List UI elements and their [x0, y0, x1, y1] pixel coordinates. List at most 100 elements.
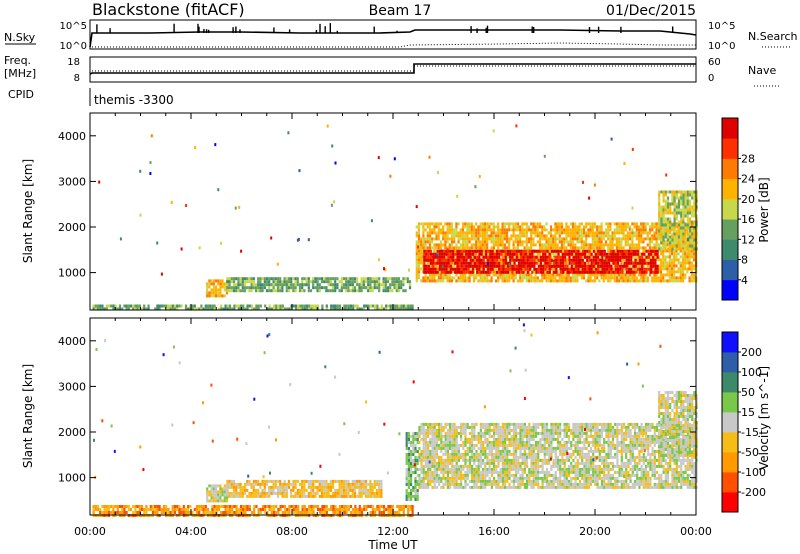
power-cell: [516, 234, 520, 238]
power-cell: [688, 232, 692, 236]
power-cell: [132, 304, 135, 308]
power-colorbar-tick-label: 8: [741, 254, 748, 267]
velocity-cell: [347, 491, 350, 495]
power-cell: [675, 193, 678, 197]
power-cell: [658, 199, 661, 203]
power-cell: [582, 231, 586, 235]
power-cell: [565, 228, 568, 232]
power-cell: [686, 211, 689, 215]
power-cell: [316, 304, 320, 308]
power-cell: [536, 225, 539, 229]
velocity-cell: [182, 505, 185, 508]
power-cell: [637, 237, 641, 241]
velocity-cell: [129, 508, 133, 511]
noise-label: N.Sky: [4, 31, 36, 44]
power-cell: [549, 240, 553, 244]
power-cell: [662, 244, 665, 248]
power-cell: [206, 294, 209, 298]
power-cell: [670, 258, 674, 262]
power-cell: [563, 228, 566, 232]
power-cell: [274, 277, 277, 281]
velocity-cell: [264, 508, 267, 511]
power-cell: [453, 264, 456, 268]
power-cell: [579, 261, 582, 265]
power-cell: [415, 243, 418, 247]
power-cell: [585, 240, 588, 244]
power-cell: [686, 258, 689, 262]
power-cell: [516, 243, 520, 247]
power-cell: [526, 264, 529, 268]
power-cell: [435, 234, 438, 238]
nave-label: Nave: [748, 64, 776, 77]
power-cell: [270, 289, 273, 293]
power-cell: [286, 307, 289, 311]
power-cell: [664, 202, 667, 206]
velocity-cell: [360, 485, 363, 489]
power-cell: [437, 279, 440, 283]
power-cell: [520, 258, 523, 262]
velocity-cell: [402, 511, 405, 514]
power-cell: [433, 237, 436, 241]
power-cell: [494, 234, 498, 238]
power-cell: [612, 261, 615, 265]
power-cell: [626, 234, 630, 238]
power-cell: [517, 267, 521, 271]
power-cell: [208, 291, 211, 295]
power-cell: [362, 283, 365, 287]
velocity-cell: [345, 485, 348, 489]
power-cell: [555, 249, 558, 253]
power-cell: [666, 238, 670, 242]
power-cell: [557, 258, 560, 262]
power-cell: [580, 240, 583, 244]
power-cell: [212, 288, 215, 292]
velocity-cell: [422, 464, 425, 468]
power-cell: [219, 282, 222, 286]
power-cell: [662, 214, 665, 218]
power-cell: [545, 243, 548, 247]
power-cell: [575, 270, 578, 274]
power-cell: [601, 252, 604, 256]
power-cell: [660, 235, 663, 239]
power-cell: [671, 193, 674, 197]
power-cell: [570, 270, 573, 274]
power-cell: [669, 238, 672, 242]
velocity-cell: [378, 479, 381, 483]
power-cell: [677, 208, 681, 212]
power-cell: [675, 238, 678, 242]
power-cell: [632, 249, 635, 253]
power-cell: [259, 283, 262, 287]
power-cell: [593, 222, 597, 226]
power-cell: [528, 252, 532, 256]
velocity-cell: [209, 511, 212, 514]
power-cell: [653, 243, 656, 247]
power-cell: [360, 307, 364, 311]
power-cell: [358, 286, 361, 290]
power-cell: [675, 190, 678, 194]
power-cell: [340, 286, 343, 290]
power-cell: [450, 237, 454, 241]
velocity-cell: [374, 511, 377, 514]
velocity-cell: [358, 488, 361, 492]
power-cell: [631, 228, 634, 232]
power-speckle: [437, 171, 439, 175]
power-cell: [537, 249, 540, 253]
power-cell: [578, 249, 581, 253]
velocity-cell: [407, 462, 410, 465]
power-cell: [616, 255, 620, 259]
power-cell: [679, 267, 682, 271]
velocity-cell: [416, 459, 419, 462]
velocity-cell: [332, 505, 335, 508]
power-cell: [417, 252, 421, 256]
power-speckle: [240, 249, 243, 253]
velocity-cell: [380, 482, 383, 486]
power-cell: [599, 270, 602, 274]
power-cell: [444, 273, 447, 277]
power-cell: [596, 234, 599, 238]
velocity-cell: [268, 488, 271, 492]
power-cell: [478, 270, 481, 274]
power-cell: [490, 240, 493, 244]
velocity-cell: [416, 456, 419, 459]
power-cell: [239, 277, 242, 281]
power-cell: [209, 307, 212, 311]
power-cell: [658, 217, 661, 221]
